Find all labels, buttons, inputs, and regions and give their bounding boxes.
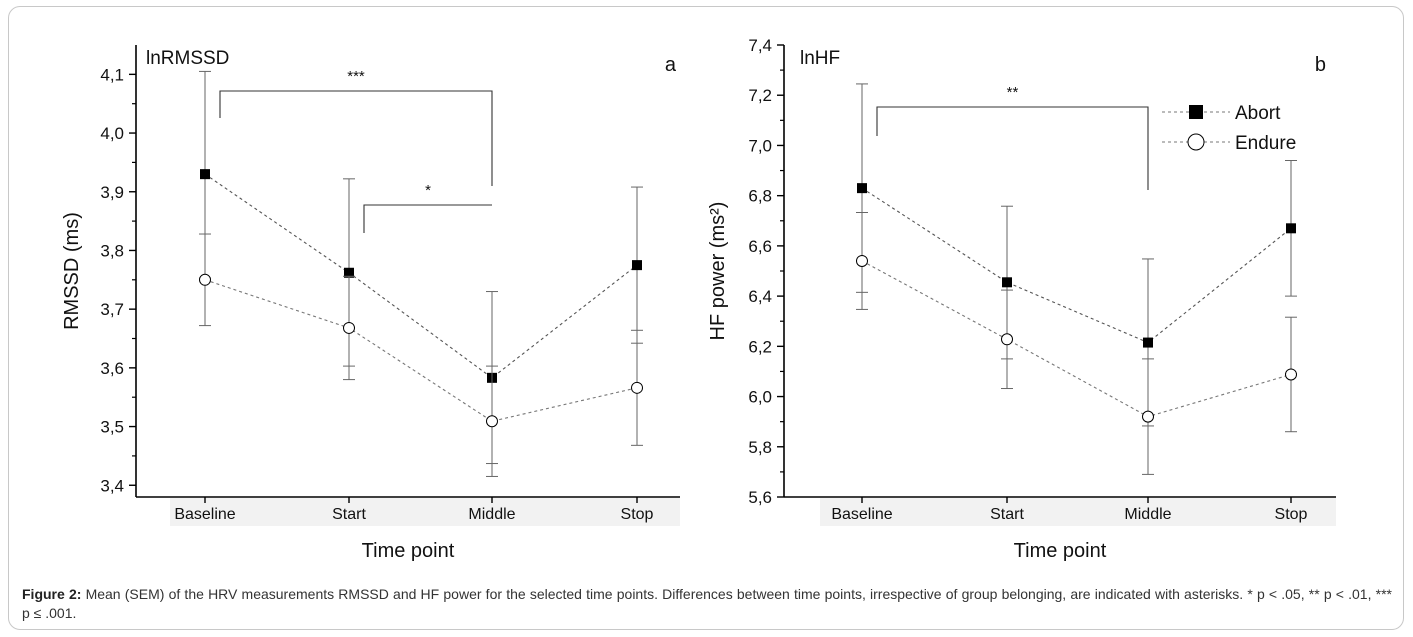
data-point-abort <box>1002 277 1012 288</box>
data-point-endure <box>1001 333 1013 346</box>
data-point-abort <box>857 183 867 194</box>
y-tick-label: 5,8 <box>748 438 772 457</box>
y-tick-label: 6,0 <box>748 388 772 407</box>
legend: Abort Endure <box>1162 103 1296 154</box>
x-tick-label: Middle <box>1124 506 1171 523</box>
y-tick-label: 4,0 <box>100 124 124 143</box>
y-tick-label: 7,4 <box>748 36 772 55</box>
data-point-endure <box>343 321 355 334</box>
inner-title: lnRMSSD <box>146 48 229 69</box>
significance-label: *** <box>347 68 365 85</box>
y-tick-label: 6,2 <box>748 337 772 356</box>
caption-label: Figure 2: <box>22 586 82 602</box>
panel-label: b <box>1315 54 1326 76</box>
y-tick-label: 3,6 <box>100 359 124 378</box>
legend-marker-endure <box>1187 133 1205 151</box>
panel-a-chart: 3,4 3,5 3,6 3,7 3,8 3,9 4,0 4,1 Baseline Start Mid… <box>61 45 680 562</box>
x-axis-label: Time point <box>362 540 455 562</box>
figure-caption: Figure 2: Mean (SEM) of the HRV measurem… <box>22 585 1392 623</box>
y-tick-label: 6,6 <box>748 237 772 256</box>
x-tick-label: Start <box>990 506 1024 523</box>
x-axis-label: Time point <box>1014 540 1107 562</box>
panel-label: a <box>665 54 677 76</box>
significance-label: * <box>425 182 431 199</box>
data-point-abort <box>344 267 354 278</box>
data-point-endure <box>1285 368 1297 381</box>
y-axis-label: HF power (ms²) <box>707 202 729 341</box>
data-point-endure <box>631 381 643 394</box>
y-tick-label: 3,8 <box>100 241 124 260</box>
series-line-abort <box>861 187 1292 344</box>
y-tick-label: 3,5 <box>100 418 124 437</box>
legend-label: Endure <box>1235 133 1296 154</box>
y-tick-label: 4,1 <box>100 65 124 84</box>
y-tick-label: 3,7 <box>100 300 124 319</box>
significance-bracket <box>219 90 493 186</box>
panel-b-chart: 5,6 5,8 6,0 6,2 6,4 6,6 6,8 7,0 7,2 7,4 Baseline St… <box>707 36 1336 562</box>
x-tick-label: Stop <box>621 506 654 523</box>
x-tick-label: Baseline <box>831 506 892 523</box>
significance-bracket <box>876 106 1149 190</box>
data-point-abort <box>1143 337 1153 348</box>
x-axis-category-band <box>820 498 1336 526</box>
y-tick-label: 3,4 <box>100 476 124 495</box>
legend-marker-abort <box>1189 105 1203 119</box>
y-axis-label: RMSSD (ms) <box>61 212 83 330</box>
y-tick-label: 7,2 <box>748 86 772 105</box>
inner-title: lnHF <box>800 48 840 69</box>
caption-text: Mean (SEM) of the HRV measurements RMSSD… <box>22 586 1392 621</box>
x-tick-label: Baseline <box>174 506 235 523</box>
x-tick-label: Start <box>332 506 366 523</box>
data-point-endure <box>199 273 211 286</box>
x-tick-label: Stop <box>1275 506 1308 523</box>
data-point-endure <box>486 415 498 428</box>
y-tick-label: 3,9 <box>100 183 124 202</box>
data-point-abort <box>1286 223 1296 234</box>
x-axis-category-band <box>170 498 680 526</box>
y-tick-label: 6,8 <box>748 187 772 206</box>
x-tick-label: Middle <box>468 506 515 523</box>
data-point-endure <box>856 254 868 267</box>
significance-bracket <box>363 204 492 233</box>
data-point-abort <box>632 260 642 271</box>
series-line-endure <box>861 260 1292 418</box>
series-line-endure <box>204 279 638 422</box>
y-tick-label: 7,0 <box>748 136 772 155</box>
legend-label: Abort <box>1235 103 1281 124</box>
y-tick-label: 5,6 <box>748 488 772 507</box>
y-tick-label: 6,4 <box>748 287 772 306</box>
significance-label: ** <box>1007 84 1019 101</box>
data-point-endure <box>1142 410 1154 423</box>
data-point-abort <box>200 169 210 180</box>
